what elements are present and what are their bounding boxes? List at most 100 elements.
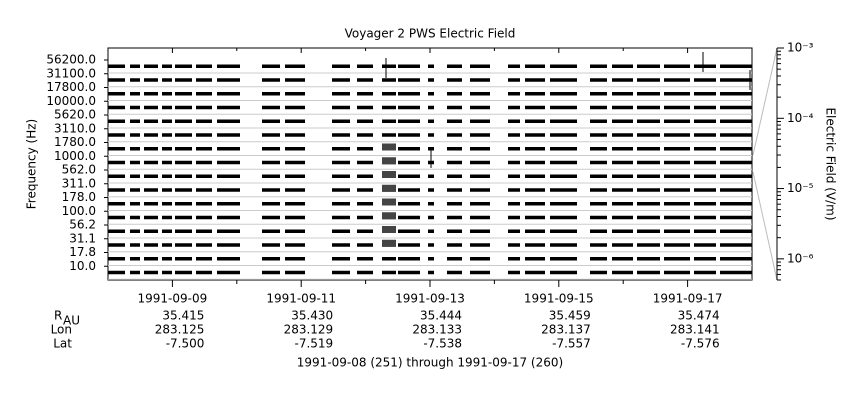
channel-trace	[175, 202, 192, 206]
channel-trace	[262, 174, 280, 178]
channel-trace	[525, 64, 545, 68]
channel-trace	[590, 229, 607, 233]
channel-trace	[637, 188, 660, 192]
channel-trace	[144, 119, 158, 123]
channel-trace	[196, 229, 212, 233]
channel-trace	[398, 133, 420, 137]
channel-trace	[637, 92, 660, 96]
channel-trace	[428, 64, 434, 68]
channel-trace	[550, 92, 577, 96]
ephemeris-value: 35.444	[420, 309, 462, 323]
channel-trace	[162, 229, 172, 233]
channel-trace	[196, 133, 212, 137]
channel-trace	[162, 270, 172, 275]
channel-trace	[285, 243, 305, 247]
channel-trace	[720, 270, 752, 275]
channel-trace	[357, 202, 373, 206]
channel-trace	[262, 243, 280, 247]
channel-trace	[525, 147, 545, 151]
channel-trace	[175, 119, 192, 123]
channel-trace	[285, 92, 305, 96]
channel-trace	[720, 119, 752, 123]
channel-trace	[637, 243, 660, 247]
channel-trace	[720, 160, 752, 165]
channel-trace	[398, 174, 420, 178]
channel-trace	[508, 160, 520, 165]
channel-trace	[262, 257, 280, 261]
channel-trace	[332, 92, 350, 96]
channel-trace	[398, 160, 420, 165]
channel-trace	[720, 92, 752, 96]
channel-trace	[637, 229, 660, 233]
channel-trace	[285, 174, 305, 178]
channel-trace	[357, 78, 373, 82]
channel-trace	[196, 270, 212, 275]
channel-trace	[196, 257, 212, 261]
y2-tick-label: 10⁻⁶	[787, 251, 814, 265]
channel-label: 31.1	[69, 231, 96, 245]
x-tick-label: 1991-09-09	[138, 292, 208, 306]
channel-trace	[332, 64, 350, 68]
channel-trace	[508, 215, 520, 220]
zoom-line	[752, 47, 778, 156]
channel-trace	[664, 270, 690, 275]
channel-trace	[108, 257, 125, 261]
channel-label: 10000.0	[46, 94, 96, 108]
burst-trace	[382, 239, 396, 247]
channel-trace	[217, 257, 240, 261]
channel-trace	[470, 147, 490, 151]
channel-trace	[694, 78, 716, 82]
channel-trace	[470, 133, 490, 137]
channel-trace	[447, 105, 462, 110]
channel-trace	[664, 188, 690, 192]
channel-trace	[590, 174, 607, 178]
channel-trace	[508, 257, 520, 261]
channel-trace	[130, 270, 140, 275]
channel-trace	[525, 229, 545, 233]
channel-trace	[694, 105, 716, 110]
x-tick-label: 1991-09-11	[266, 292, 336, 306]
channel-trace	[262, 133, 280, 137]
channel-trace	[612, 257, 633, 261]
ephemeris-value: 283.133	[412, 323, 462, 337]
ephemeris-value: -7.500	[166, 337, 205, 351]
channel-trace	[382, 78, 396, 82]
channel-trace	[108, 188, 125, 192]
channel-trace	[508, 188, 520, 192]
ephemeris-value: 283.125	[155, 323, 205, 337]
channel-trace	[720, 147, 752, 151]
channel-trace	[196, 119, 212, 123]
channel-trace	[612, 243, 633, 247]
channel-trace	[447, 188, 462, 192]
channel-trace	[612, 147, 633, 151]
channel-label: 1780.0	[54, 135, 96, 149]
channel-trace	[590, 215, 607, 220]
channel-trace	[550, 229, 577, 233]
channel-trace	[590, 105, 607, 110]
channel-trace	[285, 188, 305, 192]
channel-trace	[664, 133, 690, 137]
channel-trace	[590, 202, 607, 206]
channel-trace	[664, 202, 690, 206]
channel-trace	[612, 160, 633, 165]
channel-trace	[720, 174, 752, 178]
channel-trace	[664, 92, 690, 96]
channel-trace	[470, 257, 490, 261]
channel-trace	[196, 78, 212, 82]
channel-trace	[525, 215, 545, 220]
channel-trace	[175, 257, 192, 261]
channel-trace	[428, 188, 434, 192]
channel-trace	[398, 188, 420, 192]
x-tick-label: 1991-09-15	[524, 292, 594, 306]
channel-trace	[398, 257, 420, 261]
channel-trace	[590, 147, 607, 151]
channel-trace	[525, 133, 545, 137]
channel-trace	[108, 92, 125, 96]
channel-trace	[285, 202, 305, 206]
channel-trace	[382, 92, 396, 96]
channel-trace	[144, 257, 158, 261]
channel-trace	[332, 257, 350, 261]
channel-trace	[357, 257, 373, 261]
channel-trace	[525, 160, 545, 165]
channel-trace	[637, 160, 660, 165]
